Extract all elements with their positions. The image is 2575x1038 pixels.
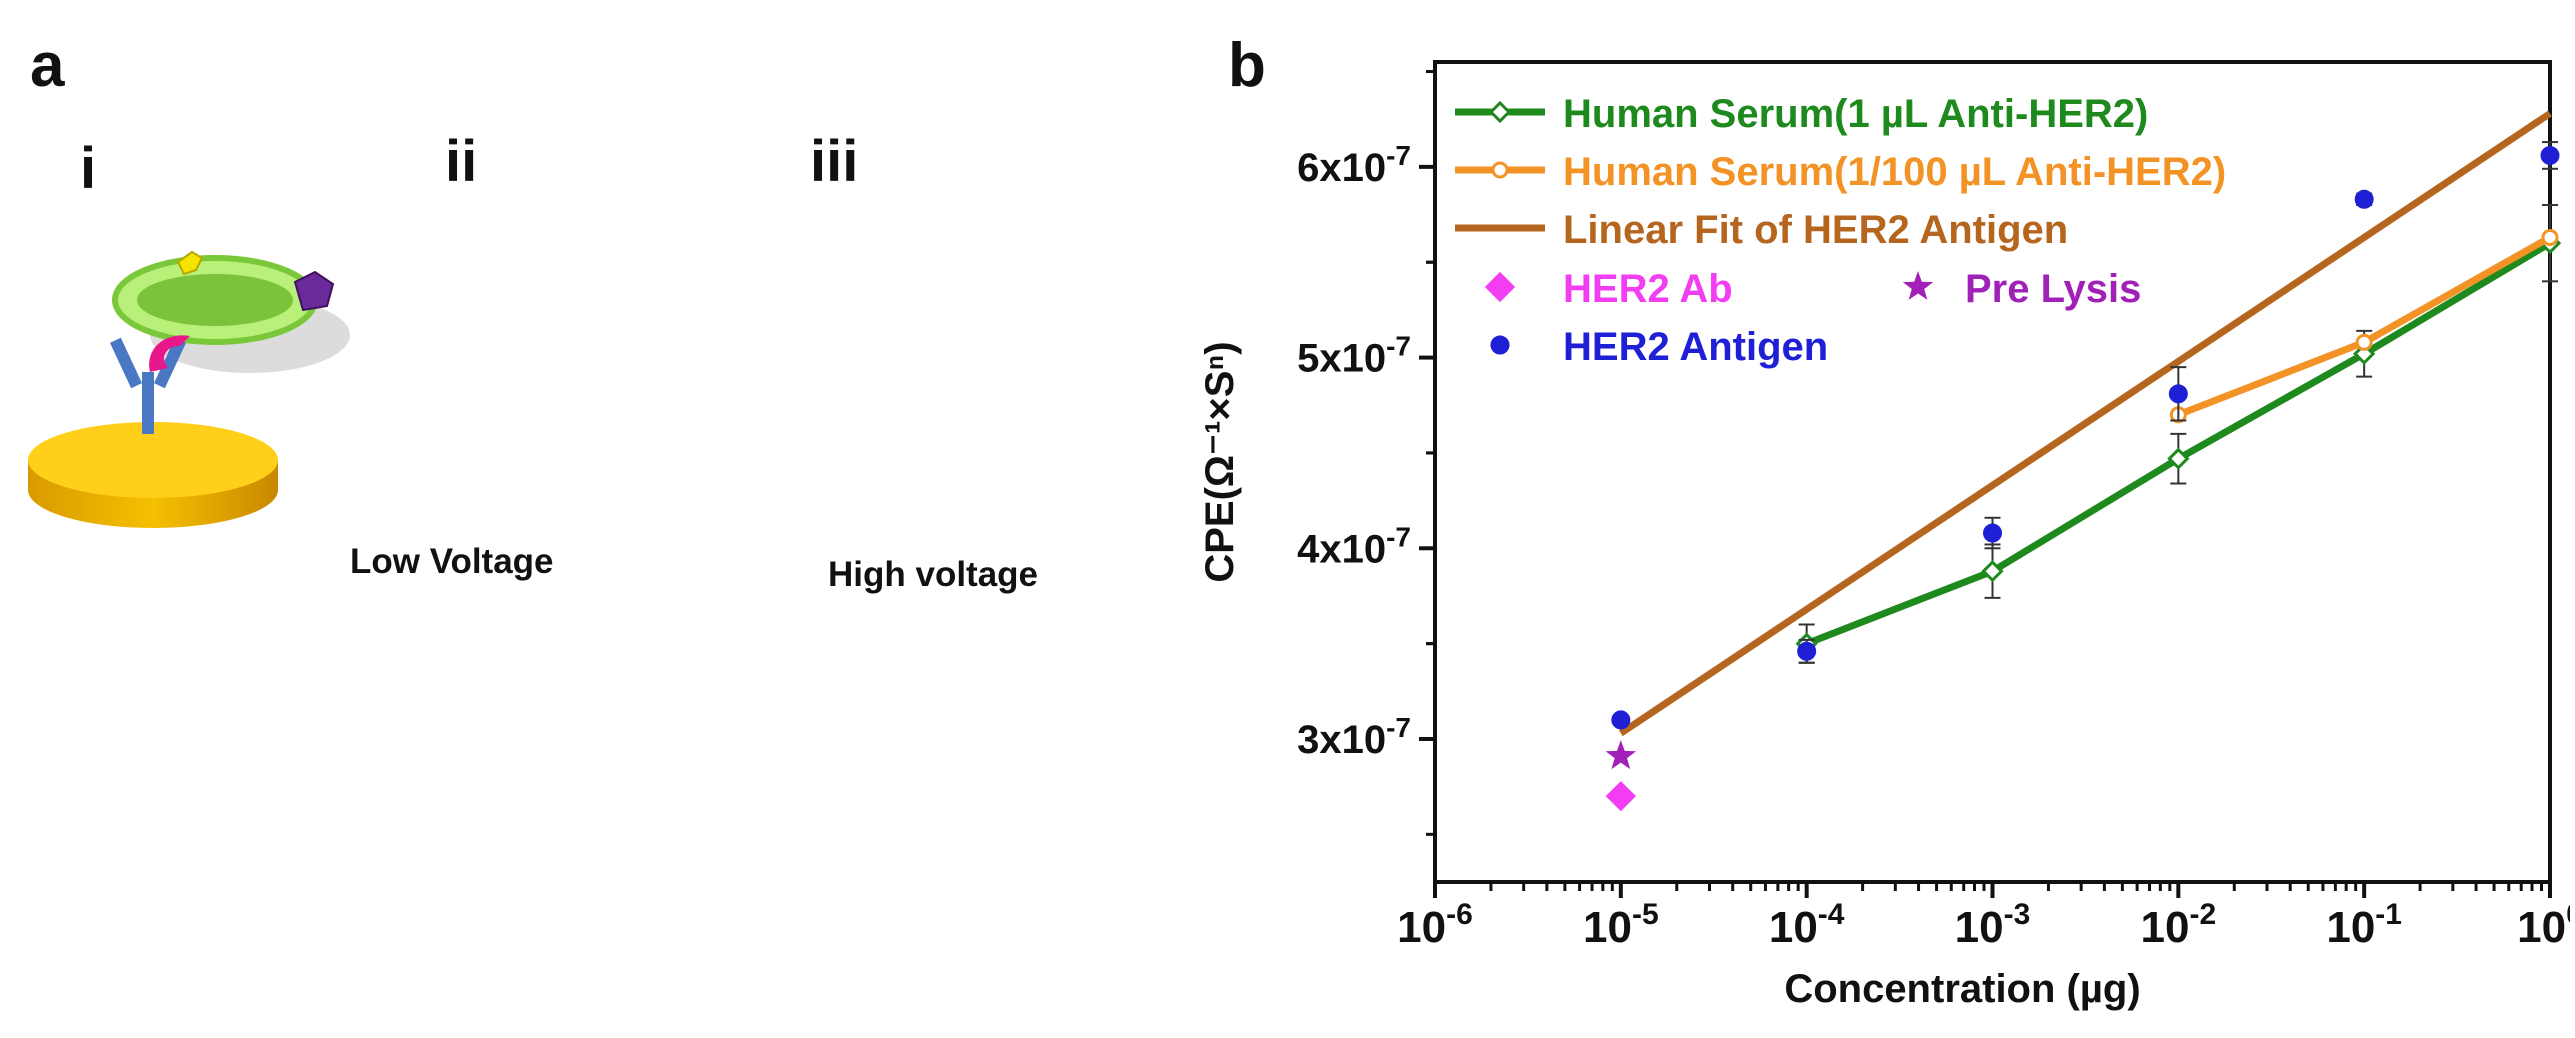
antibody-icon — [109, 337, 187, 434]
legend-marker — [1490, 335, 1510, 355]
legend-label: HER2 Ab — [1563, 267, 1733, 311]
legend-marker — [1488, 100, 1512, 124]
series-3-point — [1605, 781, 1636, 812]
legend-marker — [1902, 271, 1934, 300]
y-axis-label: CPE(Ω⁻¹×Sⁿ) — [1198, 341, 1242, 582]
legend-label: HER2 Antigen — [1563, 325, 1828, 369]
yellow-molecule-icon — [176, 250, 204, 276]
series-1-point — [2541, 228, 2559, 246]
legend-label: Human Serum(1 µL Anti-HER2) — [1563, 92, 2148, 136]
y-tick-label: 3x10-7 — [1297, 712, 1411, 762]
series-5-point — [1611, 710, 1631, 730]
stage-i — [28, 250, 350, 528]
low-voltage-label: Low Voltage — [350, 542, 554, 581]
x-tick-label: 10-3 — [1955, 898, 2031, 952]
cell-ring-i — [112, 255, 318, 345]
legend-label: Pre Lysis — [1965, 267, 2141, 311]
x-tick-label: 10-4 — [1769, 898, 1845, 952]
legend-marker — [1484, 271, 1516, 303]
series-0-point — [1981, 560, 2004, 583]
legend-marker — [1491, 161, 1509, 179]
y-tick-label: 6x10-7 — [1297, 140, 1411, 190]
series-2-fit-line — [1618, 110, 2552, 737]
purple-molecule-icon — [293, 270, 335, 312]
x-tick-label: 10-1 — [2326, 898, 2402, 952]
legend-label: Human Serum(1/100 µL Anti-HER2) — [1563, 150, 2226, 194]
x-axis-label: Concentration (µg) — [1784, 967, 2140, 1011]
stage-ii-label: ii — [445, 129, 478, 194]
stage-i-label: i — [80, 136, 97, 201]
x-tick-label: 100 — [2517, 898, 2570, 952]
panel-b-letter: b — [1228, 31, 1266, 100]
high-voltage-label: High voltage — [828, 555, 1039, 594]
series-1-point — [2355, 333, 2373, 351]
x-tick-label: 10-5 — [1583, 898, 1659, 952]
legend-label: Linear Fit of HER2 Antigen — [1563, 208, 2068, 252]
x-tick-label: 10-2 — [2141, 898, 2217, 952]
cell-lysis-schematic — [28, 250, 350, 528]
x-tick-label: 10-6 — [1397, 898, 1473, 952]
series-5-point — [1797, 641, 1817, 661]
stage-iii-label: iii — [810, 129, 859, 194]
series-5-point — [2168, 384, 2188, 404]
y-tick-label: 5x10-7 — [1297, 331, 1411, 381]
series-4-point — [1605, 740, 1637, 770]
y-tick-label: 4x10-7 — [1297, 521, 1411, 571]
cpe-chart: 10-6 10-5 10-4 10-3 10-2 10-1 100 3x10-7 4x10-7 5… — [1198, 60, 2570, 1011]
series-5-point — [2354, 189, 2374, 209]
series-5-point — [1983, 523, 2002, 543]
panel-a-letter: a — [30, 31, 65, 100]
series-0-point — [2167, 447, 2190, 470]
gold-electrode-i — [28, 422, 278, 528]
series-5-point — [2540, 145, 2560, 165]
pink-protein-icon — [149, 335, 190, 372]
